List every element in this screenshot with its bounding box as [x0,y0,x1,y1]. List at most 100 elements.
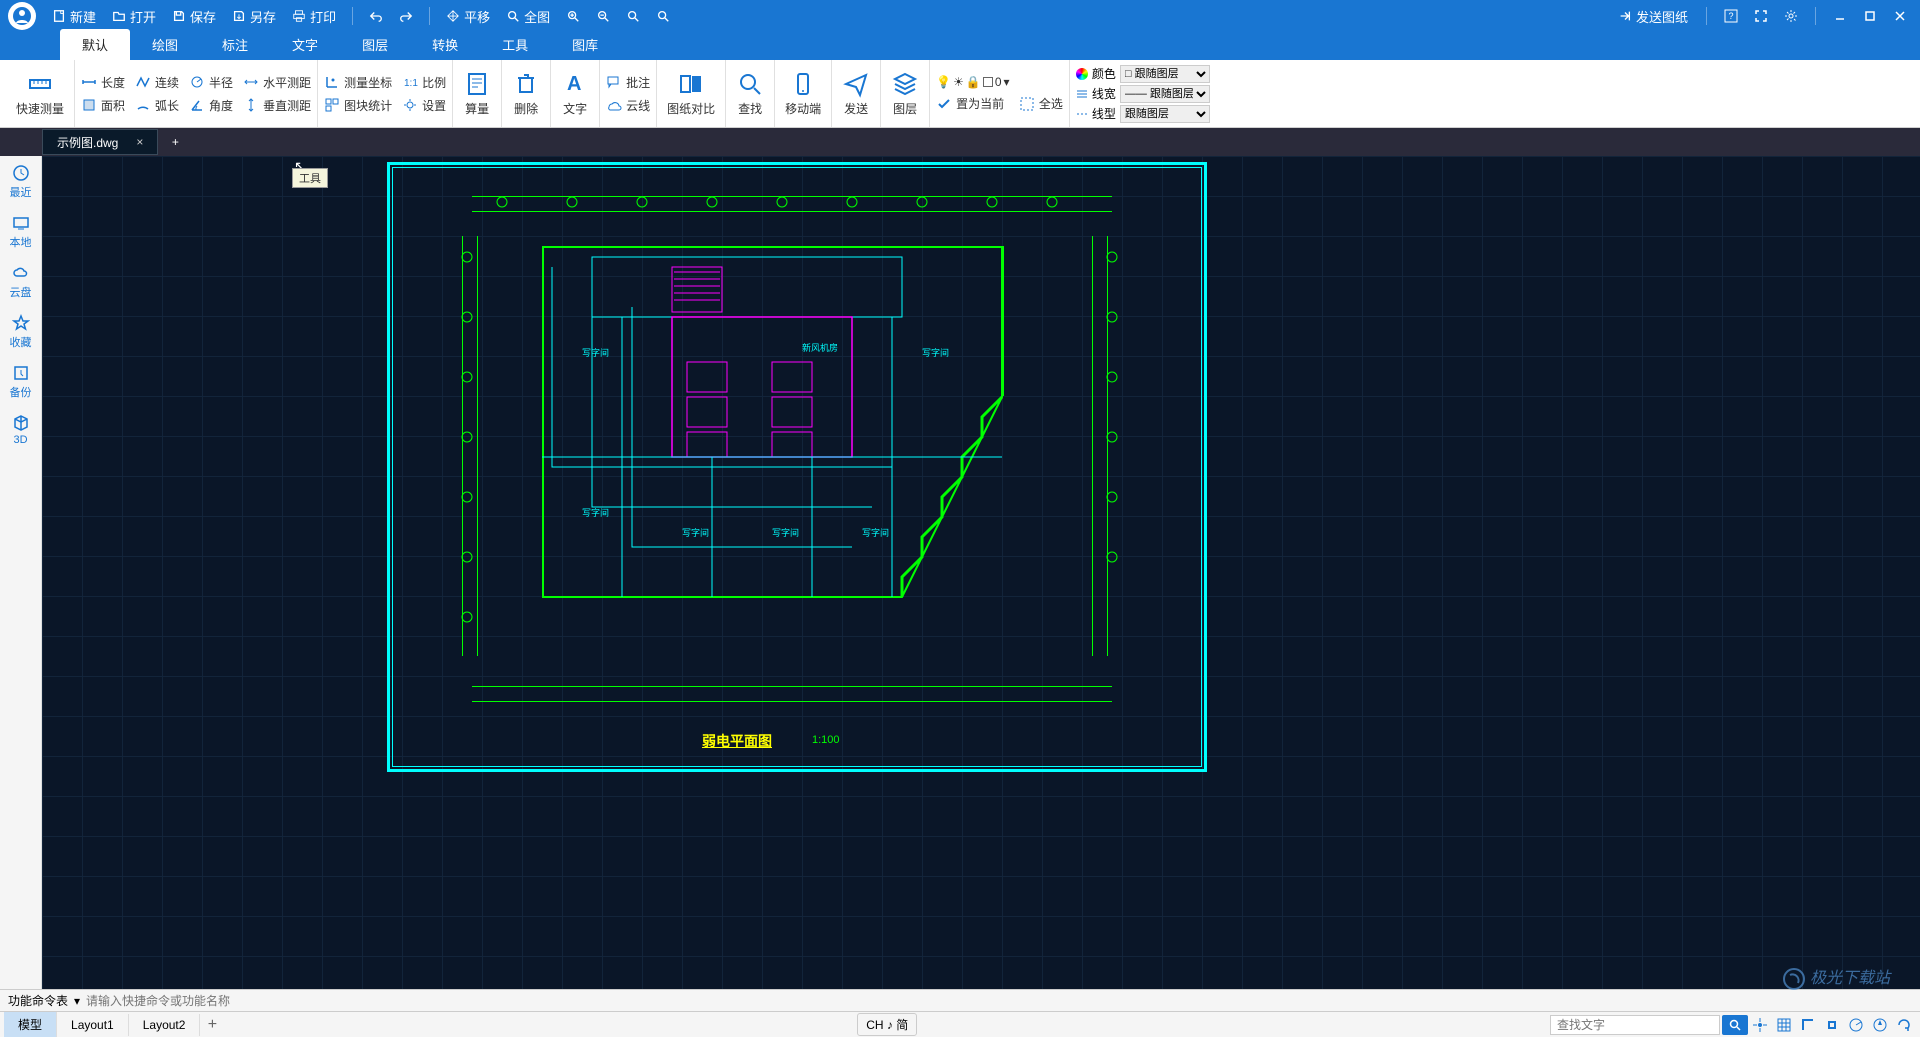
grid-icon[interactable] [1774,1015,1794,1035]
tab-default[interactable]: 默认 [60,29,130,60]
close-tab-icon[interactable]: × [136,135,143,149]
refresh-icon[interactable] [1894,1015,1914,1035]
save-button[interactable]: 保存 [166,5,222,28]
linetype-select[interactable]: 跟随图层 [1120,105,1210,123]
set-current-button[interactable]: 置为当前 全选 [936,95,1063,112]
tab-convert[interactable]: 转换 [410,29,480,60]
drawing-canvas[interactable]: ↖ 工具 [42,156,1920,989]
tab-annotate[interactable]: 标注 [200,29,270,60]
lock-icon: 🔒 [966,75,981,89]
continuous-button[interactable]: 连续 [135,74,179,91]
layer-0-label: 0 [995,75,1002,89]
zoom-previous-button[interactable] [650,7,676,25]
undo-button[interactable] [363,7,389,25]
add-tab-button[interactable]: + [162,129,188,155]
snap-icon[interactable] [1750,1015,1770,1035]
length-button[interactable]: 长度 [81,74,125,91]
lineweight-select[interactable]: —— 跟随图层 [1120,85,1210,103]
open-button[interactable]: 打开 [106,5,162,28]
pan-button[interactable]: 平移 [440,5,496,28]
color-property[interactable]: 颜色□ 跟随图层 [1076,65,1210,83]
layer-state-button[interactable]: 💡 ☀ 🔒 0 ▾ [936,75,1063,89]
saveas-button[interactable]: 另存 [226,5,282,28]
command-input[interactable] [86,994,686,1008]
ime-indicator[interactable]: CH ♪ 简 [857,1013,917,1036]
zoom-window-button[interactable] [620,7,646,25]
zoom-in-button[interactable] [560,7,586,25]
room-label: 写字间 [922,346,949,359]
arclen-button[interactable]: 弧长 [135,97,179,114]
sidebar-item-backup[interactable]: 备份 [0,362,41,402]
tab-layer[interactable]: 图层 [340,29,410,60]
print-button[interactable]: 打印 [286,5,342,28]
color-select[interactable]: □ 跟随图层 [1120,65,1210,83]
mobile-button[interactable]: 移动端 [781,68,825,119]
room-label: 写字间 [582,506,609,519]
sum-button[interactable]: 算量 [459,68,495,119]
sidebar-item-recent[interactable]: 最近 [0,162,41,202]
search-button[interactable] [1722,1015,1748,1035]
layers-button[interactable]: 图层 [887,68,923,119]
extents-label: 全图 [524,7,550,26]
plan-line [462,236,463,656]
maximize-button[interactable] [1858,4,1882,28]
find-button[interactable]: 查找 [732,68,768,119]
plan-line [472,196,1112,197]
ribbon-settings-button[interactable]: 设置 [402,97,446,114]
new-button[interactable]: 新建 [46,5,102,28]
annotate-button[interactable]: 批注 [606,74,650,91]
radius-button[interactable]: 半径 [189,74,233,91]
workspace: 最近 本地 云盘 收藏 备份 3D ↖ 工具 [0,156,1920,989]
angle-button[interactable]: 角度 [189,97,233,114]
tab-text[interactable]: 文字 [270,29,340,60]
lineweight-property[interactable]: 线宽—— 跟随图层 [1076,85,1210,103]
sidebar-item-cloud[interactable]: 云盘 [0,262,41,302]
block-stat-button[interactable]: 图块统计 [324,97,392,114]
tab-draw[interactable]: 绘图 [130,29,200,60]
compass-icon[interactable] [1870,1015,1890,1035]
linetype-property[interactable]: 线型跟随图层 [1076,105,1210,123]
bulb-icon: 💡 [936,75,951,89]
watermark: 极光下载站 [1782,964,1890,991]
add-layout-button[interactable]: + [200,1016,224,1034]
settings-button[interactable] [1779,4,1803,28]
tab-tool[interactable]: 工具 [480,29,550,60]
doc-tab[interactable]: 示例图.dwg × [42,129,158,155]
osnap-icon[interactable] [1822,1015,1842,1035]
coord-button[interactable]: 测量坐标 [324,74,392,91]
scale-button[interactable]: 1:1比例 [402,74,446,91]
quick-measure-button[interactable]: 快速测量 [12,68,68,119]
plan-wall [542,246,544,596]
layout-tab-2[interactable]: Layout2 [129,1014,201,1036]
vert-dist-button[interactable]: 垂直测距 [243,97,311,114]
delete-button[interactable]: 删除 [508,68,544,119]
svg-text:1:1: 1:1 [404,78,418,89]
ortho-icon[interactable] [1798,1015,1818,1035]
find-text-input[interactable] [1550,1015,1720,1035]
redo-button[interactable] [393,7,419,25]
drawing-title: 弱电平面图 [702,731,772,751]
send-drawing-button[interactable]: 发送图纸 [1612,5,1694,28]
area-button[interactable]: 面积 [81,97,125,114]
close-button[interactable] [1888,4,1912,28]
zoom-out-button[interactable] [590,7,616,25]
text-button[interactable]: A文字 [557,68,593,119]
sidebar-item-local[interactable]: 本地 [0,212,41,252]
zoom-extents-button[interactable]: 全图 [500,5,556,28]
chevron-down-icon[interactable]: ▾ [74,994,80,1008]
layout-tab-model[interactable]: 模型 [4,1012,57,1037]
horiz-dist-button[interactable]: 水平测距 [243,74,311,91]
cloud-button[interactable]: 云线 [606,97,650,114]
fullscreen-button[interactable] [1749,4,1773,28]
layout-tab-1[interactable]: Layout1 [57,1014,129,1036]
minimize-button[interactable] [1828,4,1852,28]
send-button[interactable]: 发送 [838,68,874,119]
room-label: 写字间 [682,526,709,539]
polar-icon[interactable] [1846,1015,1866,1035]
tab-library[interactable]: 图库 [550,29,620,60]
sidebar-item-favorite[interactable]: 收藏 [0,312,41,352]
sidebar-item-3d[interactable]: 3D [0,412,41,448]
command-row: 功能命令表 ▾ [0,989,1920,1011]
compare-button[interactable]: 图纸对比 [663,68,719,119]
help-button[interactable]: ? [1719,4,1743,28]
